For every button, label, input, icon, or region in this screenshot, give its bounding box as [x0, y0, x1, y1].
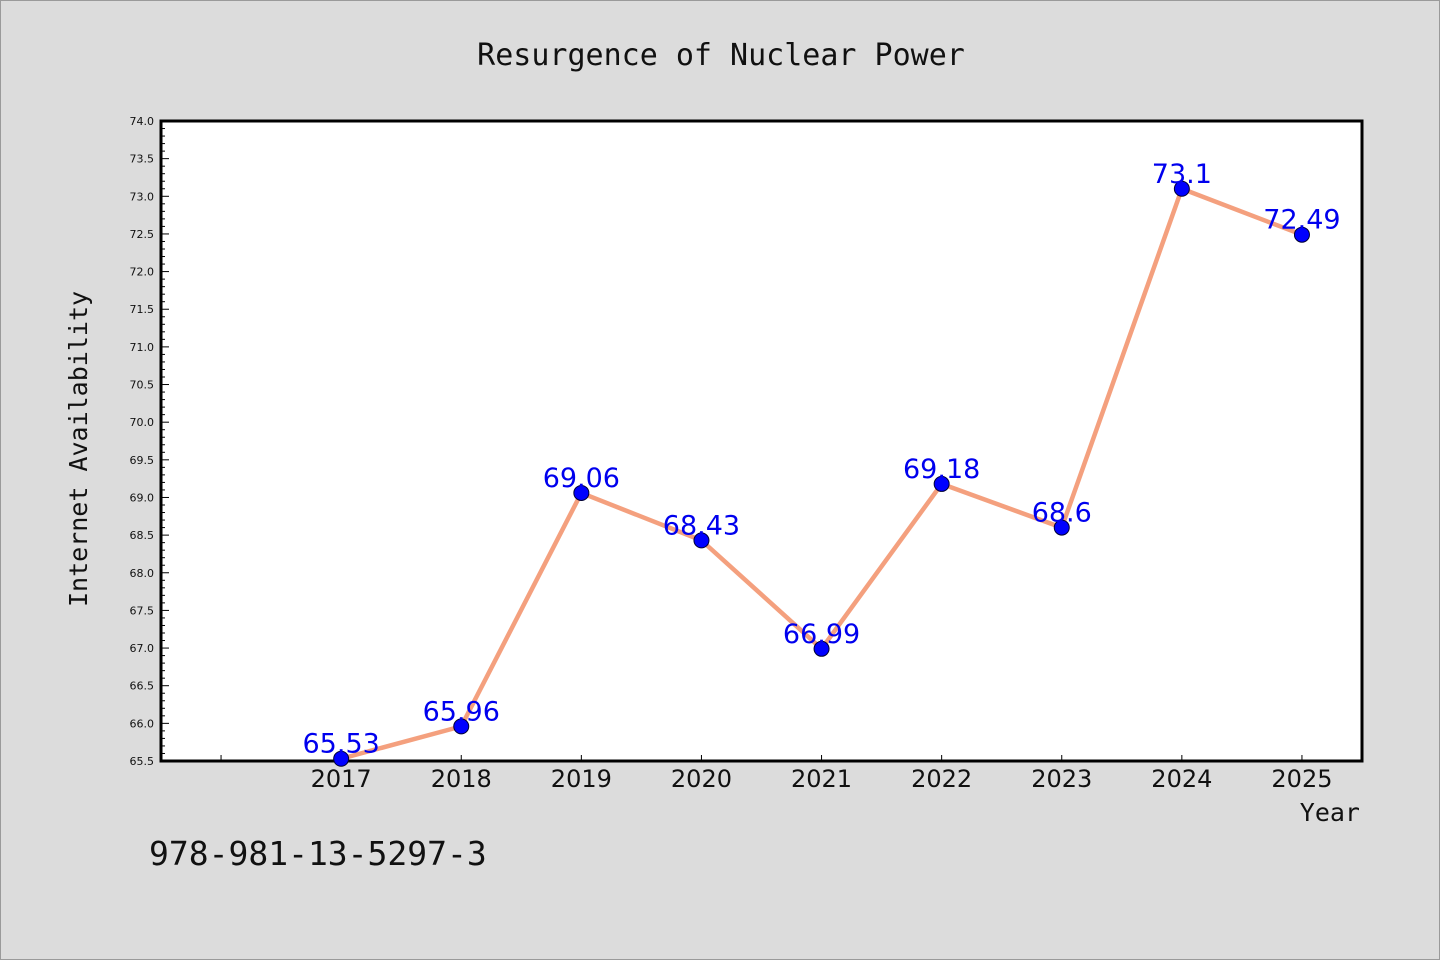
x-tick-label: 2024 — [1151, 765, 1212, 793]
data-label: 68.6 — [1032, 498, 1092, 529]
data-point — [813, 640, 830, 657]
y-tick-label: 69.5 — [130, 454, 155, 467]
y-tick-label: 68.0 — [130, 567, 155, 580]
x-tick-label: 2023 — [1031, 765, 1092, 793]
data-point — [1053, 519, 1070, 536]
data-series — [333, 180, 1310, 767]
data-label: 69.06 — [543, 463, 620, 494]
data-point — [453, 718, 470, 735]
data-point — [1173, 180, 1190, 197]
y-tick-label: 66.5 — [130, 680, 155, 693]
footer-isbn: 978-981-13-5297-3 — [149, 834, 487, 873]
x-axis-ticks: 2017 2018 2019 2020 2021 2022 2023 2024 2025 — [220, 755, 1332, 793]
y-tick-label: 70.0 — [130, 416, 155, 429]
y-tick-label: 73.0 — [130, 190, 155, 203]
y-tick-label: 65.5 — [130, 755, 155, 768]
y-tick-label: 72.5 — [130, 228, 155, 241]
data-label: 69.18 — [903, 454, 980, 485]
data-label: 72.49 — [1263, 205, 1340, 236]
y-tick-label: 73.5 — [130, 153, 155, 166]
data-point — [693, 532, 710, 549]
y-tick-label: 67.5 — [130, 604, 155, 617]
y-axis-label: Internet Availability — [64, 291, 93, 607]
y-tick-label: 74.0 — [130, 115, 155, 128]
data-label: 68.43 — [663, 510, 740, 541]
x-tick-label: 2021 — [791, 765, 852, 793]
y-tick-label: 69.0 — [130, 491, 155, 504]
data-label: 73.1 — [1152, 159, 1212, 190]
x-tick-label: 2022 — [911, 765, 972, 793]
y-tick-label: 70.5 — [130, 379, 155, 392]
y-tick-label: 71.0 — [130, 341, 155, 354]
x-tick-label: 2017 — [311, 765, 372, 793]
y-tick-label: 71.5 — [130, 303, 155, 316]
data-point — [1293, 226, 1310, 243]
data-label: 66.99 — [783, 619, 860, 650]
x-tick-label: 2018 — [431, 765, 492, 793]
data-point — [573, 484, 590, 501]
chart-title: Resurgence of Nuclear Power — [477, 38, 965, 73]
x-tick-label: 2025 — [1271, 765, 1332, 793]
y-tick-label: 67.0 — [130, 642, 155, 655]
y-axis-ticks: 65.5 66.0 66.5 67.0 67.5 68.0 68.5 69.0 69.5 70.0… — [130, 115, 169, 768]
y-tick-label: 68.5 — [130, 529, 155, 542]
data-label: 65.96 — [423, 696, 500, 727]
y-tick-label: 66.0 — [130, 717, 155, 730]
y-tick-label: 72.0 — [130, 266, 155, 279]
data-point — [933, 475, 950, 492]
x-axis-label: Year — [1300, 798, 1360, 827]
data-point — [333, 750, 350, 767]
data-label: 65.53 — [303, 729, 380, 760]
x-tick-label: 2020 — [671, 765, 732, 793]
x-tick-label: 2019 — [551, 765, 612, 793]
plot-area — [159, 119, 1364, 763]
data-labels: 65.53 65.96 69.06 68.43 66.99 69.18 68.6 73.1 72… — [303, 159, 1341, 760]
